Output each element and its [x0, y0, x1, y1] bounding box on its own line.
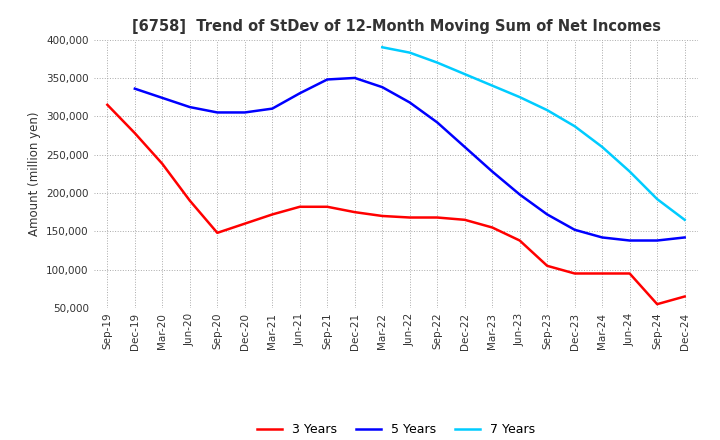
3 Years [103, 102, 112, 107]
5 Years [516, 192, 524, 197]
3 Years [626, 271, 634, 276]
3 Years [186, 198, 194, 203]
Line: 3 Years: 3 Years [107, 105, 685, 304]
3 Years [653, 301, 662, 307]
Title: [6758]  Trend of StDev of 12-Month Moving Sum of Net Incomes: [6758] Trend of StDev of 12-Month Moving… [132, 19, 660, 34]
3 Years [323, 204, 332, 209]
Legend: 3 Years, 5 Years, 7 Years: 3 Years, 5 Years, 7 Years [252, 418, 540, 440]
7 Years [433, 60, 441, 65]
5 Years [158, 95, 166, 100]
3 Years [433, 215, 441, 220]
5 Years [295, 91, 304, 96]
5 Years [323, 77, 332, 82]
5 Years [405, 100, 414, 105]
5 Years [186, 104, 194, 110]
5 Years [488, 169, 497, 174]
3 Years [378, 213, 387, 219]
3 Years [158, 161, 166, 166]
7 Years [488, 83, 497, 88]
3 Years [543, 263, 552, 268]
3 Years [598, 271, 606, 276]
3 Years [213, 230, 222, 235]
Line: 5 Years: 5 Years [135, 78, 685, 241]
5 Years [240, 110, 249, 115]
5 Years [543, 212, 552, 217]
5 Years [680, 235, 689, 240]
5 Years [570, 227, 579, 232]
3 Years [516, 238, 524, 243]
3 Years [460, 217, 469, 223]
Line: 7 Years: 7 Years [382, 47, 685, 220]
5 Years [653, 238, 662, 243]
5 Years [433, 120, 441, 125]
5 Years [213, 110, 222, 115]
3 Years [570, 271, 579, 276]
7 Years [543, 107, 552, 113]
5 Years [460, 144, 469, 150]
3 Years [351, 209, 359, 215]
7 Years [653, 197, 662, 202]
3 Years [405, 215, 414, 220]
3 Years [268, 212, 276, 217]
3 Years [488, 225, 497, 230]
5 Years [626, 238, 634, 243]
5 Years [268, 106, 276, 111]
5 Years [598, 235, 606, 240]
5 Years [130, 86, 139, 92]
7 Years [516, 95, 524, 100]
7 Years [378, 44, 387, 50]
7 Years [405, 50, 414, 55]
7 Years [570, 124, 579, 129]
7 Years [626, 169, 634, 174]
7 Years [460, 71, 469, 77]
7 Years [598, 144, 606, 150]
7 Years [680, 217, 689, 223]
5 Years [378, 84, 387, 90]
3 Years [680, 294, 689, 299]
3 Years [240, 221, 249, 226]
5 Years [351, 75, 359, 81]
3 Years [130, 131, 139, 136]
3 Years [295, 204, 304, 209]
Y-axis label: Amount (million yen): Amount (million yen) [27, 112, 40, 236]
